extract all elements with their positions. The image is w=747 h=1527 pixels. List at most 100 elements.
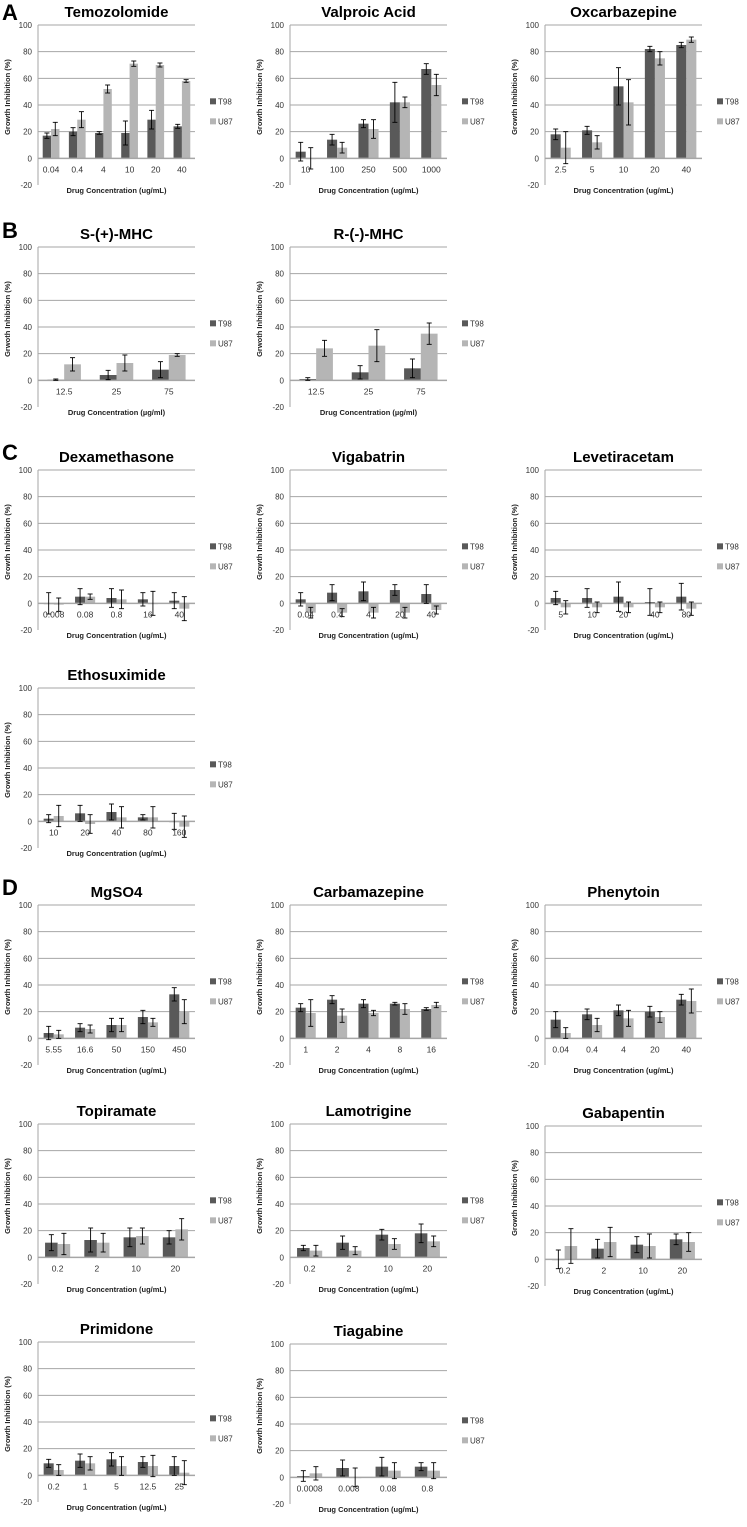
y-axis-label: Growth Inhibition (%) [3,1376,12,1452]
legend-label: U87 [470,1216,485,1225]
bar-u87 [654,1017,665,1039]
y-tick-label: 40 [23,323,32,332]
bar-t98 [173,126,182,159]
x-tick-label: 20 [650,1044,660,1054]
bar-u87 [623,1018,634,1039]
panel-label-c: C [2,440,18,465]
bar-u87 [136,1236,149,1258]
x-tick-label: 25 [112,386,122,396]
x-tick-label: 12.5 [308,386,325,396]
y-tick-label: 100 [271,466,285,475]
y-tick-label: 100 [19,21,33,30]
x-tick-label: 2.5 [555,164,567,174]
y-tick-label: -20 [527,1282,539,1291]
x-axis-label: Drug Concentration (ug/mL) [319,186,419,195]
y-tick-label: 100 [526,1122,540,1131]
bar-t98 [75,1027,86,1039]
bar-t98 [137,1462,148,1476]
x-tick-label: 10 [125,164,135,174]
x-tick-label: 12.5 [140,1481,157,1491]
legend-label: T98 [470,97,484,106]
y-tick-label: 80 [275,493,284,502]
x-tick-label: 500 [393,164,407,174]
x-tick-label: 1000 [422,164,441,174]
legend-swatch-t98 [462,1197,468,1204]
legend-label: U87 [470,997,485,1006]
legend-label: U87 [470,562,485,571]
chart-temozolomide: Temozolomide 100 80 60 40 20 0 -20 Growth Inhibi… [0,3,240,203]
legend-label: U87 [218,1216,233,1225]
x-tick-label: 10 [638,1265,648,1275]
legend-label: T98 [218,1196,232,1205]
legend-swatch-t98 [462,978,468,985]
y-tick-label: 100 [19,684,33,693]
y-tick-label: 80 [275,928,284,937]
bar-t98 [147,119,156,159]
chart-title: Primidone [80,1321,153,1338]
bar-t98 [327,999,338,1039]
chart-svg: Dexamethasone 100 80 60 40 20 0 -20 Growth Inhib… [3,449,233,640]
y-tick-label: 60 [23,296,32,305]
y-tick-label: 80 [23,928,32,937]
x-tick-label: 0.2 [559,1265,571,1275]
chart-svg: S-(+)-MHC 100 80 60 40 20 0 -20 Grwoth Inhibitio… [3,226,233,417]
y-tick-label: 60 [23,737,32,746]
panel-label-d: D [2,875,18,900]
y-tick-label: 20 [530,1008,539,1017]
legend-label: U87 [470,117,485,126]
x-tick-label: 250 [361,164,375,174]
legend-swatch-t98 [210,98,216,105]
y-tick-label: 0 [535,1255,540,1264]
legend-swatch-t98 [210,1415,216,1422]
y-tick-label: 100 [19,901,33,910]
legend-swatch-u87 [462,998,468,1005]
y-tick-label: 0 [535,599,540,608]
y-axis-label: Growth Inhibition (%) [3,722,12,798]
x-tick-label: 25 [364,386,374,396]
bar-u87 [368,1013,379,1039]
y-axis-label: Growth Inhibition (%) [255,59,264,135]
chart-svg: Temozolomide 100 80 60 40 20 0 -20 Growth Inhibi… [3,4,233,195]
y-tick-label: 60 [530,954,539,963]
bar-u87 [129,63,138,159]
x-tick-label: 0.04 [552,1044,569,1054]
x-tick-label: 20 [619,609,629,619]
x-tick-label: 0.4 [586,1044,598,1054]
y-tick-label: 80 [530,48,539,57]
x-tick-label: 0.008 [43,609,65,619]
bar-u87 [181,81,191,159]
x-tick-label: 8 [398,1044,403,1054]
x-tick-label: 0.0008 [297,1483,323,1493]
y-tick-label: 80 [23,48,32,57]
chart-title: S-(+)-MHC [80,226,153,243]
y-tick-label: -20 [272,1500,284,1509]
x-tick-label: 40 [177,164,187,174]
x-tick-label: 10 [49,827,59,837]
legend-label: U87 [470,1436,485,1445]
legend-label: U87 [725,1218,740,1227]
x-tick-label: 4 [101,164,106,174]
y-tick-label: 20 [23,128,32,137]
chart-title: Tiagabine [334,1323,404,1340]
y-tick-label: 100 [271,901,285,910]
x-axis-label: Drug Concentration (ug/mL) [67,631,167,640]
x-tick-label: 10 [383,1263,393,1273]
legend-label: U87 [218,997,233,1006]
y-tick-label: 0 [28,1471,33,1480]
y-axis-label: Growth Inhibition (%) [510,504,519,580]
bar-t98 [389,102,400,159]
bar-t98 [358,1003,369,1039]
x-tick-label: 0.2 [48,1481,60,1491]
y-tick-label: 0 [280,1253,285,1262]
legend-swatch-u87 [462,1437,468,1444]
y-tick-label: 40 [530,1202,539,1211]
legend-label: T98 [725,977,739,986]
x-axis-label: Drug Concentration (µg/ml) [68,408,166,417]
chart-svg: Gabapentin 100 80 60 40 20 0 -20 Growth Inhibiti… [510,1105,740,1296]
y-tick-label: 100 [526,21,540,30]
y-tick-label: 100 [526,901,540,910]
bar-u87 [168,355,186,381]
x-tick-label: 75 [164,386,174,396]
chart-title: Valproic Acid [321,4,415,21]
chart-svg: Phenytoin 100 80 60 40 20 0 -20 Growth Inhibitio… [510,884,740,1075]
